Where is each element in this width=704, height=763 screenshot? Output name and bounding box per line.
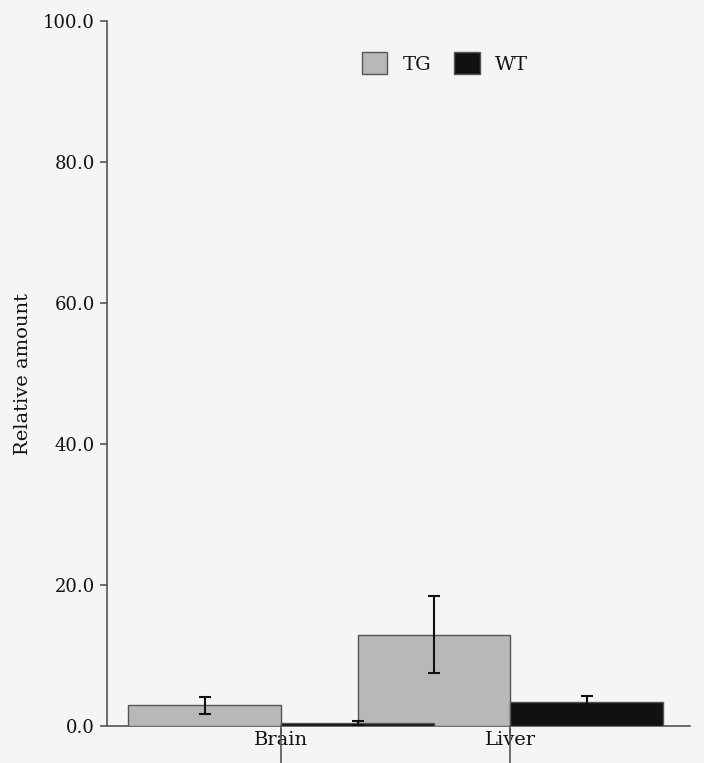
Bar (358, 635, 510, 726)
Legend: TG, WT: TG, WT (354, 45, 536, 82)
Bar (510, 701, 663, 726)
Bar (281, 723, 434, 726)
Y-axis label: Relative amount: Relative amount (14, 292, 32, 455)
Bar (129, 705, 281, 726)
